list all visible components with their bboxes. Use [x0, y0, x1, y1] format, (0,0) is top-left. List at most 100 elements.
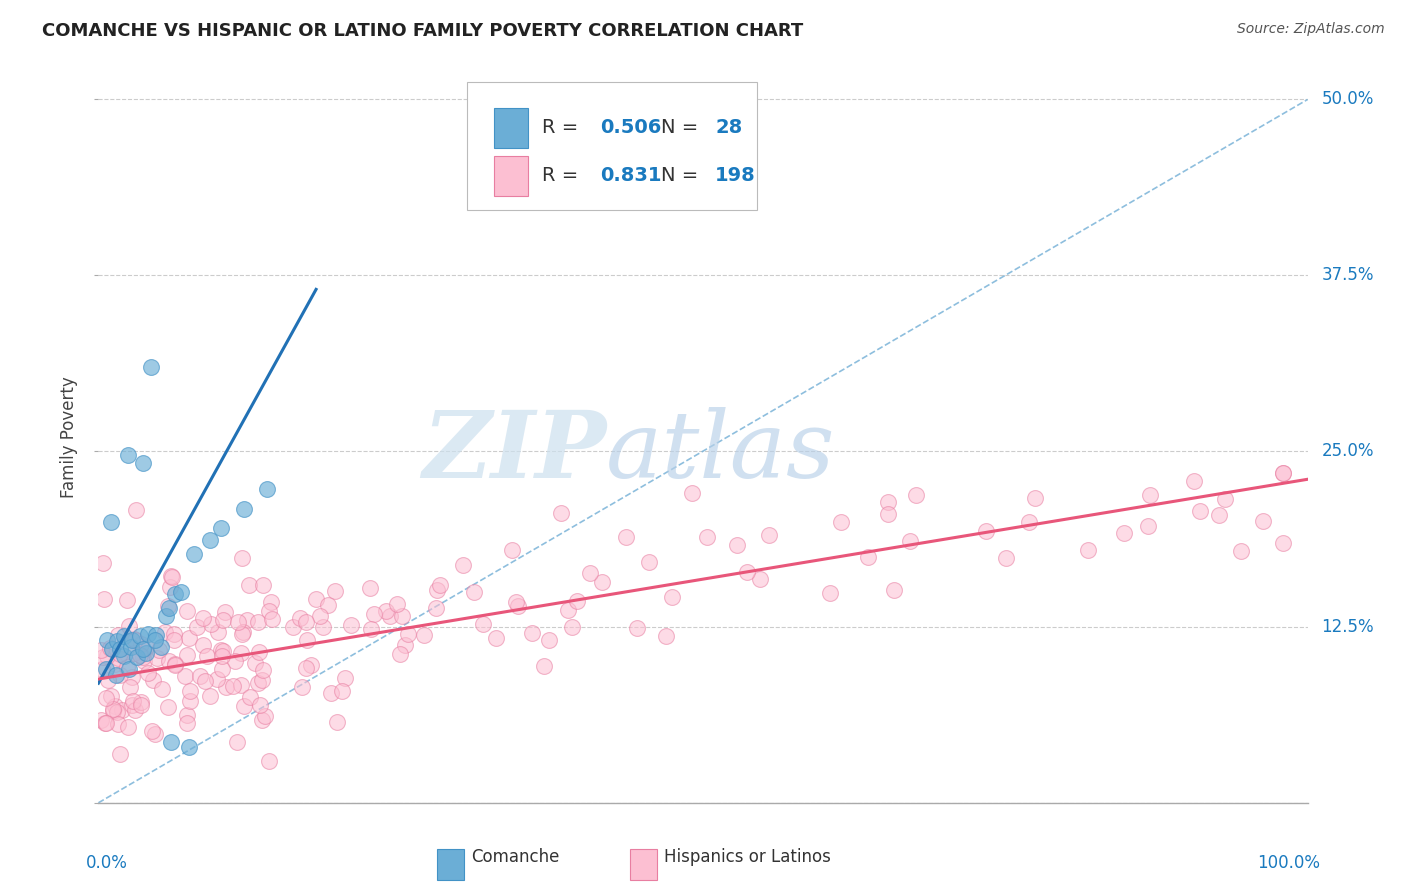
Point: [396, 627, 419, 641]
Point: [1139, 488, 1161, 502]
Point: [1188, 503, 1211, 517]
Point: [205, 673, 228, 687]
Point: [291, 680, 314, 694]
Point: [236, 613, 259, 627]
Point: [101, 642, 124, 657]
Point: [209, 521, 232, 535]
Point: [299, 657, 322, 672]
Point: [193, 639, 215, 653]
Point: [120, 680, 142, 694]
Point: [309, 608, 332, 623]
Point: [163, 657, 186, 671]
Point: [1024, 491, 1046, 505]
Point: [104, 699, 127, 714]
Point: [117, 448, 139, 462]
Point: [247, 676, 270, 690]
Point: [105, 705, 128, 719]
Point: [183, 547, 205, 561]
Point: [136, 666, 159, 681]
Point: [614, 530, 637, 544]
Text: R =: R =: [543, 118, 585, 137]
Point: [112, 648, 135, 663]
Point: [157, 599, 180, 614]
Point: [121, 694, 143, 708]
Point: [818, 586, 841, 600]
Point: [232, 624, 254, 639]
Point: [157, 699, 180, 714]
Point: [160, 569, 183, 583]
Point: [160, 734, 183, 748]
Point: [363, 607, 385, 621]
Point: [229, 646, 252, 660]
Point: [451, 558, 474, 572]
Point: [94, 691, 117, 706]
Point: [191, 611, 214, 625]
Point: [132, 642, 155, 657]
Point: [107, 651, 129, 665]
Point: [426, 582, 449, 597]
Point: [557, 603, 579, 617]
Point: [260, 594, 283, 608]
Point: [735, 566, 758, 580]
Point: [661, 591, 683, 605]
Text: 50.0%: 50.0%: [1322, 90, 1374, 109]
Text: 28: 28: [716, 118, 742, 137]
Text: COMANCHE VS HISPANIC OR LATINO FAMILY POVERTY CORRELATION CHART: COMANCHE VS HISPANIC OR LATINO FAMILY PO…: [42, 22, 803, 40]
Text: 12.5%: 12.5%: [1322, 618, 1374, 636]
Point: [330, 684, 353, 698]
Point: [360, 622, 382, 636]
Point: [579, 566, 602, 580]
Point: [224, 654, 246, 668]
Point: [96, 632, 118, 647]
Point: [125, 503, 148, 517]
Point: [231, 550, 253, 565]
Point: [696, 530, 718, 544]
Point: [131, 456, 153, 470]
Text: 37.5%: 37.5%: [1322, 267, 1374, 285]
Point: [163, 587, 186, 601]
Point: [124, 703, 146, 717]
Point: [1271, 466, 1294, 480]
Point: [215, 680, 238, 694]
Point: [131, 698, 153, 713]
Point: [1230, 544, 1253, 558]
Point: [155, 608, 177, 623]
Point: [131, 695, 153, 709]
Point: [141, 723, 163, 738]
Point: [135, 646, 157, 660]
Point: [136, 627, 159, 641]
Bar: [494, 108, 527, 148]
Point: [194, 674, 217, 689]
Text: Hispanics or Latinos: Hispanics or Latinos: [664, 848, 831, 866]
Point: [1208, 508, 1230, 523]
Point: [391, 609, 413, 624]
Point: [176, 604, 198, 618]
Point: [388, 647, 411, 661]
Point: [200, 616, 222, 631]
Point: [209, 642, 232, 657]
Point: [1182, 474, 1205, 488]
Text: N =: N =: [661, 118, 704, 137]
Point: [375, 604, 398, 618]
Point: [1018, 515, 1040, 529]
Point: [429, 577, 451, 591]
Point: [318, 598, 340, 612]
Point: [105, 668, 128, 682]
Point: [247, 645, 270, 659]
Point: [108, 647, 131, 661]
Point: [176, 648, 198, 662]
Point: [378, 609, 401, 624]
Point: [295, 632, 318, 647]
Point: [174, 669, 197, 683]
Point: [101, 704, 124, 718]
Point: [117, 660, 139, 674]
Point: [359, 582, 381, 596]
Point: [90, 642, 112, 657]
Point: [1271, 535, 1294, 549]
Point: [163, 627, 186, 641]
Text: ZIP: ZIP: [422, 407, 606, 497]
Point: [160, 570, 183, 584]
Point: [186, 620, 208, 634]
Point: [425, 601, 447, 615]
Point: [333, 671, 356, 685]
